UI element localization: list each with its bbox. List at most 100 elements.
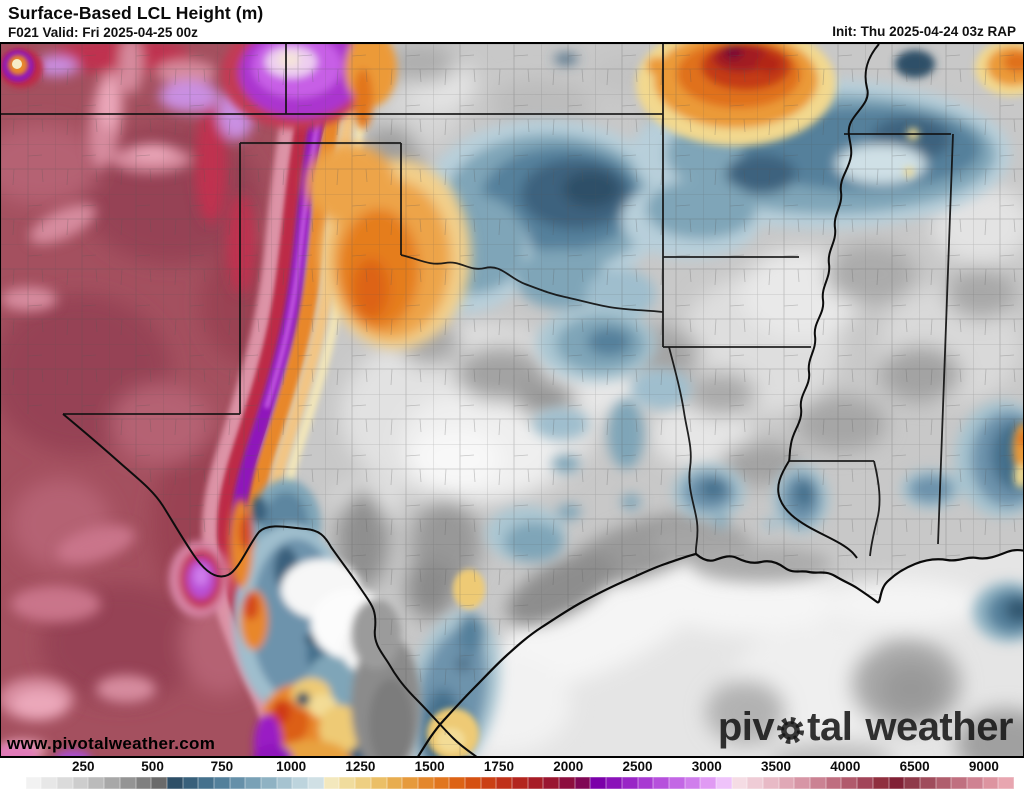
colorbar-cell: [213, 777, 230, 789]
logo-text-piv: piv: [717, 705, 775, 749]
rio-grande-river: [62, 413, 478, 756]
model-init-label: Init: Thu 2025-04-24 03z RAP: [832, 24, 1016, 39]
colorbar-cell: [370, 777, 387, 789]
colorbar-cell: [543, 777, 560, 789]
colorbar-cell: [386, 777, 403, 789]
colorbar-cell: [919, 777, 936, 789]
colorbar-cell: [715, 777, 732, 789]
colorbar-cell: [857, 777, 873, 789]
mississippi-river-lower: [777, 460, 858, 559]
colorbar-cell: [966, 777, 983, 789]
colorbar-tick-label: 2000: [553, 759, 584, 774]
pivotal-weather-logo: piv tal weather: [717, 705, 1014, 750]
colorbar-cell: [355, 777, 371, 789]
colorbar-cells: [10, 777, 1014, 789]
colorbar-cell: [10, 777, 26, 789]
colorbar-cell: [449, 777, 465, 789]
map-header: Surface-Based LCL Height (m) F021 Valid:…: [0, 0, 1024, 42]
lcl-height-map-graphic: [1, 44, 1023, 756]
colorbar-cell: [198, 777, 214, 789]
colorbar-cell: [747, 777, 763, 789]
colorbar-cell: [261, 777, 277, 789]
colorbar-cell: [104, 777, 120, 789]
colorbar-cell: [653, 777, 669, 789]
colorbar-cell: [229, 777, 246, 789]
logo-text-tal: tal: [807, 705, 853, 749]
state-borders: [1, 44, 954, 557]
colorbar-cell: [119, 777, 136, 789]
colorbar-cell: [684, 777, 701, 789]
mississippi-river: [788, 44, 880, 462]
page-title: Surface-Based LCL Height (m): [8, 3, 264, 23]
colorbar-ticks: 250 500 750 1000 1250 1500 1750 2000 2500 3000 350…: [10, 758, 1014, 775]
colorbar-cell: [402, 777, 418, 789]
colorbar-cell: [182, 777, 199, 789]
colorbar-cell: [72, 777, 89, 789]
rivers: [62, 44, 880, 756]
colorbar-cell: [292, 777, 309, 789]
colorbar-cell: [480, 777, 497, 789]
colorbar-cell: [527, 777, 544, 789]
colorbar-tick-label: 3500: [761, 759, 792, 774]
colorbar-cell: [590, 777, 607, 789]
colorbar-cell: [135, 777, 152, 789]
colorbar-cell: [323, 777, 340, 789]
colorbar-cell: [778, 777, 795, 789]
colorbar-cell: [621, 777, 638, 789]
colorbar-cell: [810, 777, 826, 789]
topleft-extreme-spot: [1, 48, 43, 88]
colorbar-cell: [763, 777, 779, 789]
forecast-valid-label: F021 Valid: Fri 2025-04-25 00z: [8, 25, 198, 40]
colorbar-cell: [668, 777, 685, 789]
gulf-coastline: [417, 548, 1023, 756]
colorbar-tick-label: 6500: [899, 759, 930, 774]
colorbar-cell: [417, 777, 434, 789]
colorbar-cell: [166, 777, 183, 789]
colorbar-cell: [57, 777, 73, 789]
colorbar-tick-label: 1250: [345, 759, 376, 774]
colorbar-tick-label: 500: [141, 759, 164, 774]
colorbar-cell: [339, 777, 356, 789]
colorbar-cell: [41, 777, 58, 789]
colorbar-tick-label: 1500: [414, 759, 445, 774]
colorbar-cell: [951, 777, 967, 789]
colorbar-cell: [25, 777, 42, 789]
colorbar-tick-label: 9000: [968, 759, 999, 774]
colorbar-cell: [731, 777, 748, 789]
colorbar-cell: [872, 777, 889, 789]
colorbar: 250 500 750 1000 1250 1500 1750 2000 2500 3000 350…: [0, 758, 1024, 791]
colorbar-cell: [606, 777, 622, 789]
colorbar-cell: [308, 777, 324, 789]
gear-icon: [777, 716, 805, 745]
colorbar-cell: [888, 777, 905, 789]
colorbar-cell: [559, 777, 575, 789]
colorbar-cell: [700, 777, 716, 789]
colorbar-tick-label: 4000: [830, 759, 861, 774]
colorbar-cell: [904, 777, 920, 789]
colorbar-cell: [512, 777, 528, 789]
colorbar-cell: [245, 777, 261, 789]
colorbar-cell: [574, 777, 591, 789]
colorbar-cell: [825, 777, 842, 789]
colorbar-tick-label: 250: [72, 759, 95, 774]
colorbar-cell: [637, 777, 654, 789]
colorbar-tick-label: 3000: [691, 759, 722, 774]
colorbar-cell: [88, 777, 105, 789]
colorbar-tick-label: 1000: [276, 759, 307, 774]
colorbar-cell: [935, 777, 952, 789]
colorbar-tick-label: 750: [210, 759, 234, 774]
colorbar-cell: [464, 777, 481, 789]
colorbar-cell: [998, 777, 1014, 789]
weather-map: www.pivotalweather.com piv tal weather: [0, 42, 1024, 758]
colorbar-tick-label: 2500: [622, 759, 653, 774]
watermark-url: www.pivotalweather.com: [7, 734, 216, 753]
colorbar-cell: [151, 777, 167, 789]
colorbar-cell: [496, 777, 512, 789]
colorbar-tick-label: 1750: [483, 759, 514, 774]
colorbar-cell: [841, 777, 858, 789]
colorbar-cell: [276, 777, 293, 789]
colorbar-cell: [433, 777, 450, 789]
colorbar-cell: [794, 777, 811, 789]
colorbar-cell: [982, 777, 999, 789]
